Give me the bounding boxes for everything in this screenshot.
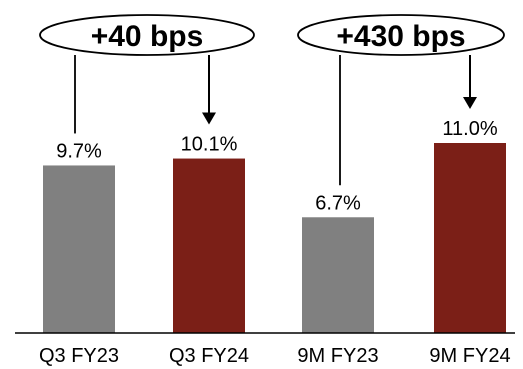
- x-tick-9m-fy23: 9M FY23: [297, 345, 378, 367]
- bar-9m-fy23: [302, 217, 374, 333]
- x-tick-9m-fy24: 9M FY24: [429, 345, 510, 367]
- callout-2-arrow-head: [463, 97, 477, 109]
- callout-1-arrow-head: [202, 112, 216, 125]
- callout-1-text: +40 bps: [91, 20, 204, 53]
- bar-9m-fy24: [434, 143, 506, 333]
- callout-1-oval: [39, 14, 255, 56]
- x-tick-q3-fy23: Q3 FY23: [39, 345, 119, 367]
- callout-2-text: +430 bps: [336, 20, 465, 53]
- x-tick-q3-fy24: Q3 FY24: [169, 345, 249, 367]
- value-label-q3-fy24: 10.1%: [181, 134, 238, 156]
- value-label-9m-fy23: 6.7%: [315, 192, 361, 214]
- bar-q3-fy23: [43, 165, 115, 333]
- value-label-q3-fy23: 9.7%: [56, 140, 102, 162]
- value-label-9m-fy24: 11.0%: [442, 118, 497, 140]
- callouts-layer: +40 bps +430 bps: [39, 14, 505, 186]
- labels-layer: 9.7% Q3 FY23 10.1% Q3 FY24 6.7% 9M FY23 11.0% 9…: [39, 118, 511, 367]
- bars-layer: [43, 143, 506, 333]
- callout-2-oval: [297, 14, 505, 56]
- bar-q3-fy24: [173, 158, 245, 333]
